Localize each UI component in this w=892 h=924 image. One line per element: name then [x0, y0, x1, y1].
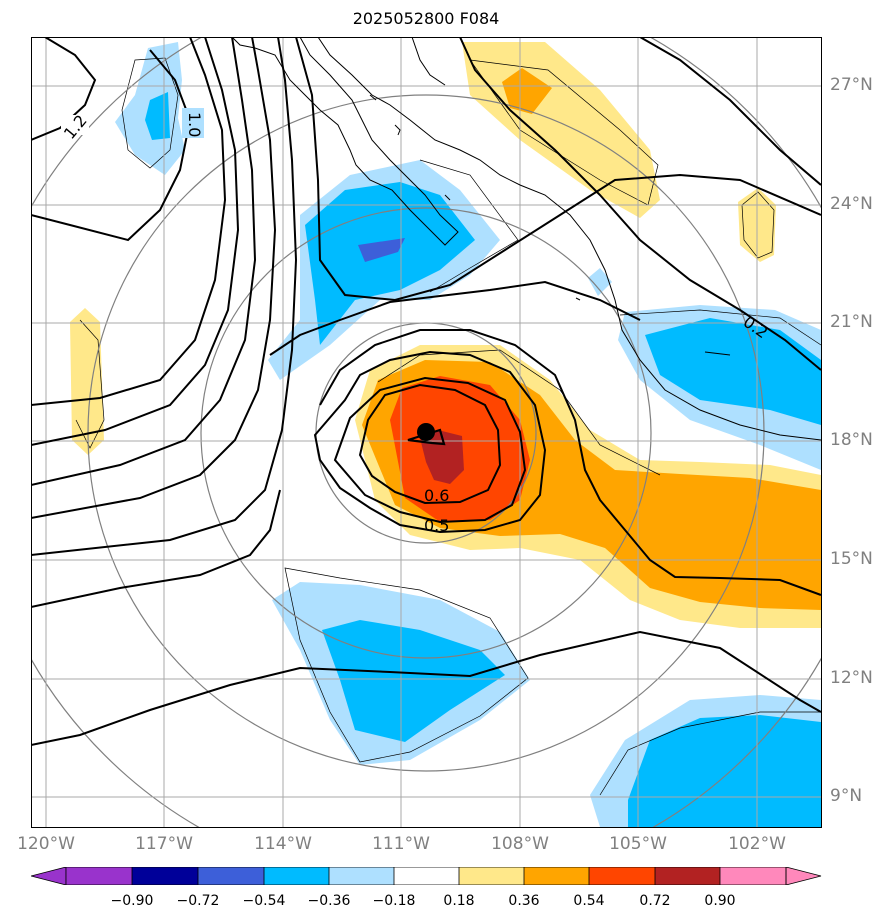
colorbar-bin: [264, 867, 329, 885]
colorbar-bin: [720, 867, 786, 885]
colorbar-tick-label: −0.90: [110, 893, 154, 909]
lat-label-9n: 9°N: [830, 786, 863, 806]
shading-outlines: [75, 57, 821, 796]
storm-center-marker: [417, 423, 435, 441]
lon-label-108w: 108°W: [491, 834, 549, 854]
colorbar-bin: [66, 867, 132, 885]
colorbar-bin: [459, 867, 524, 885]
map-title: 2025052800 F084: [352, 9, 500, 28]
colorbar-bin: [132, 867, 198, 885]
lat-label-18n: 18°N: [830, 430, 873, 450]
lat-label-21n: 21°N: [830, 312, 873, 332]
lat-label-27n: 27°N: [830, 75, 873, 95]
colorbar-bin: [589, 867, 655, 885]
colorbar-tick-label: 0.54: [573, 893, 605, 909]
lon-label-117w: 117°W: [135, 834, 193, 854]
colorbar-bin: [198, 867, 264, 885]
coastlines: [231, 37, 821, 441]
map-svg: 1.2 1.0 0.6 0.5 0.2: [31, 37, 821, 827]
colorbar-tick-label: −0.36: [307, 893, 351, 909]
yellow-anomaly-northeast: [462, 42, 660, 218]
lon-label-111w: 111°W: [372, 834, 430, 854]
contour-label-0.5: 0.5: [424, 516, 449, 535]
lat-label-24n: 24°N: [830, 194, 873, 214]
lon-label-105w: 105°W: [609, 834, 667, 854]
colorbar-tick-label: −0.18: [372, 893, 416, 909]
colorbar-extend-high: [785, 867, 822, 885]
colorbar-extend-low: [31, 867, 67, 885]
graticule: [31, 37, 821, 827]
colorbar-tick-label: 0.18: [443, 893, 475, 909]
colorbar-bin: [524, 867, 589, 885]
lon-label-120w: 120°W: [17, 834, 75, 854]
colorbar-tick-label: −0.72: [176, 893, 220, 909]
contour-label-1.0: 1.0: [185, 112, 204, 137]
height-contours: [31, 37, 821, 746]
lon-label-102w: 102°W: [728, 834, 786, 854]
lon-label-114w: 114°W: [254, 834, 312, 854]
colorbar-tick-label: −0.54: [242, 893, 286, 909]
colorbar-tick-label: 0.36: [508, 893, 540, 909]
colorbar-bin: [329, 867, 394, 885]
colorbar-tick-label: 0.72: [639, 893, 671, 909]
colorbar: [31, 867, 822, 885]
map-plot-area: 1.2 1.0 0.6 0.5 0.2: [31, 37, 821, 827]
colorbar-tick-label: 0.90: [704, 893, 736, 909]
lat-label-12n: 12°N: [830, 668, 873, 688]
colorbar-bin: [655, 867, 720, 885]
colorbar-bin: [394, 867, 459, 885]
lat-label-15n: 15°N: [830, 549, 873, 569]
contour-label-0.6: 0.6: [424, 486, 449, 505]
